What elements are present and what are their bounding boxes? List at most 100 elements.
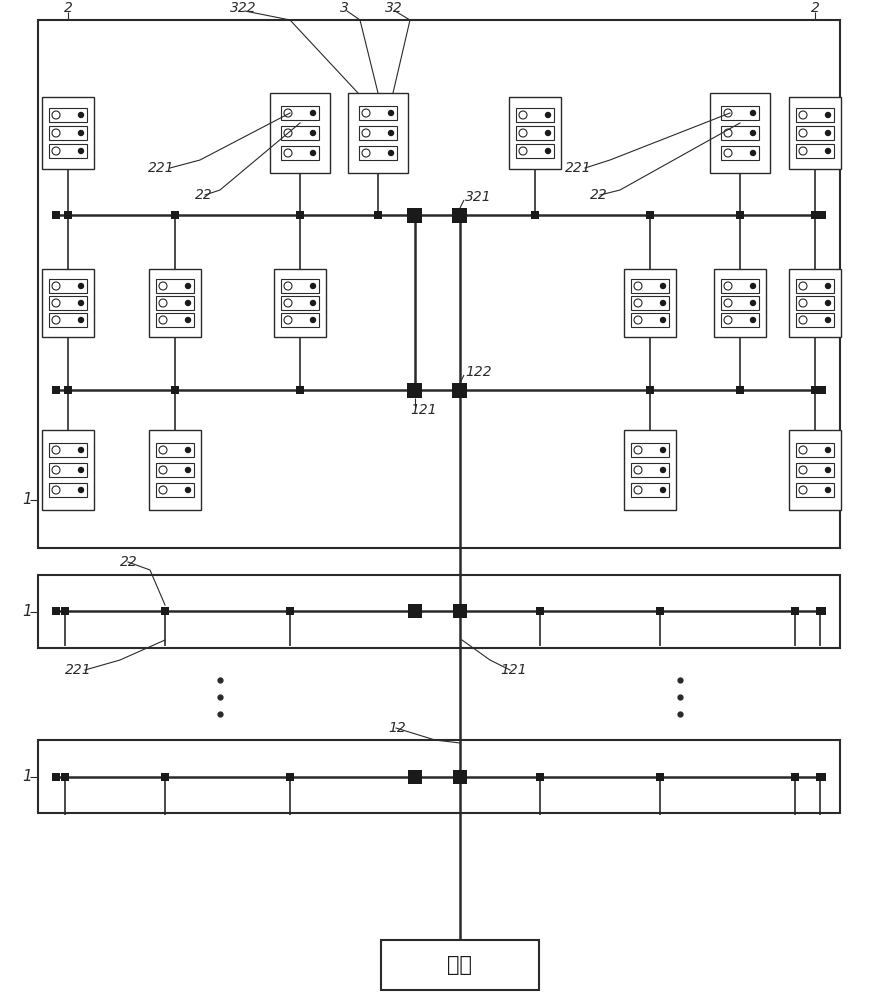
Circle shape <box>660 468 665 473</box>
Circle shape <box>660 300 665 306</box>
Circle shape <box>185 468 190 473</box>
Bar <box>52 211 60 219</box>
Bar <box>281 313 318 327</box>
Bar <box>509 97 560 169</box>
Circle shape <box>283 316 292 324</box>
Circle shape <box>388 111 393 116</box>
Circle shape <box>750 131 754 136</box>
Circle shape <box>518 129 526 137</box>
Circle shape <box>310 318 315 322</box>
Circle shape <box>78 300 83 306</box>
Bar <box>631 463 668 477</box>
Bar <box>359 106 396 120</box>
Bar <box>788 430 840 510</box>
Circle shape <box>750 111 754 116</box>
Circle shape <box>633 299 641 307</box>
Bar <box>795 296 833 310</box>
Circle shape <box>750 151 754 156</box>
Text: 221: 221 <box>148 161 175 175</box>
Bar <box>156 313 194 327</box>
Bar <box>281 296 318 310</box>
Circle shape <box>518 111 526 119</box>
Bar <box>516 144 553 158</box>
Bar <box>286 607 294 615</box>
Bar <box>156 443 194 457</box>
Text: 河道: 河道 <box>447 955 472 975</box>
Bar <box>531 211 538 219</box>
Text: 22: 22 <box>120 555 138 569</box>
Bar <box>42 430 94 510</box>
Circle shape <box>518 147 526 155</box>
Circle shape <box>750 300 754 306</box>
Bar <box>817 386 825 394</box>
Bar <box>624 430 675 510</box>
Bar <box>810 386 818 394</box>
Bar <box>810 386 818 394</box>
Bar <box>64 211 72 219</box>
Circle shape <box>159 486 167 494</box>
Bar <box>655 773 663 781</box>
Bar <box>720 146 758 160</box>
Bar <box>645 211 653 219</box>
Circle shape <box>159 299 167 307</box>
Bar <box>713 269 765 337</box>
Circle shape <box>545 113 550 118</box>
Bar <box>171 386 179 394</box>
Bar <box>810 211 818 219</box>
Circle shape <box>633 282 641 290</box>
Text: 122: 122 <box>465 365 491 379</box>
Bar <box>270 93 330 173</box>
Circle shape <box>52 147 60 155</box>
Bar <box>795 279 833 293</box>
Circle shape <box>798 466 806 474</box>
Bar <box>817 773 825 781</box>
Bar <box>815 607 823 615</box>
Bar <box>810 211 818 219</box>
Circle shape <box>798 147 806 155</box>
Bar <box>296 211 303 219</box>
Bar <box>795 483 833 497</box>
Bar <box>359 126 396 140</box>
Circle shape <box>78 488 83 492</box>
Bar <box>281 279 318 293</box>
Bar <box>452 208 467 223</box>
Bar <box>631 296 668 310</box>
Circle shape <box>633 316 641 324</box>
Circle shape <box>724 282 731 290</box>
Bar <box>38 20 839 548</box>
Bar <box>347 93 408 173</box>
Circle shape <box>283 129 292 137</box>
Bar <box>38 575 839 648</box>
Circle shape <box>310 131 315 136</box>
Bar <box>374 211 381 219</box>
Circle shape <box>310 300 315 306</box>
Bar <box>709 93 769 173</box>
Circle shape <box>185 488 190 492</box>
Bar <box>156 279 194 293</box>
Bar <box>645 386 653 394</box>
Text: 1: 1 <box>22 492 32 508</box>
Circle shape <box>545 131 550 136</box>
Bar <box>296 386 303 394</box>
Circle shape <box>159 282 167 290</box>
Bar <box>452 382 467 397</box>
Bar <box>795 126 833 140</box>
Text: 12: 12 <box>388 721 405 735</box>
Circle shape <box>633 486 641 494</box>
Bar <box>795 108 833 122</box>
Bar <box>42 269 94 337</box>
Bar <box>790 607 798 615</box>
Bar <box>160 607 168 615</box>
Text: 322: 322 <box>230 1 256 15</box>
Bar <box>281 146 318 160</box>
Bar <box>49 313 87 327</box>
Bar <box>408 770 422 784</box>
Bar <box>631 443 668 457</box>
Bar <box>720 296 758 310</box>
Text: 221: 221 <box>565 161 591 175</box>
Text: 1: 1 <box>22 604 32 619</box>
Bar <box>815 773 823 781</box>
Circle shape <box>824 448 830 452</box>
Bar <box>795 144 833 158</box>
Circle shape <box>798 299 806 307</box>
